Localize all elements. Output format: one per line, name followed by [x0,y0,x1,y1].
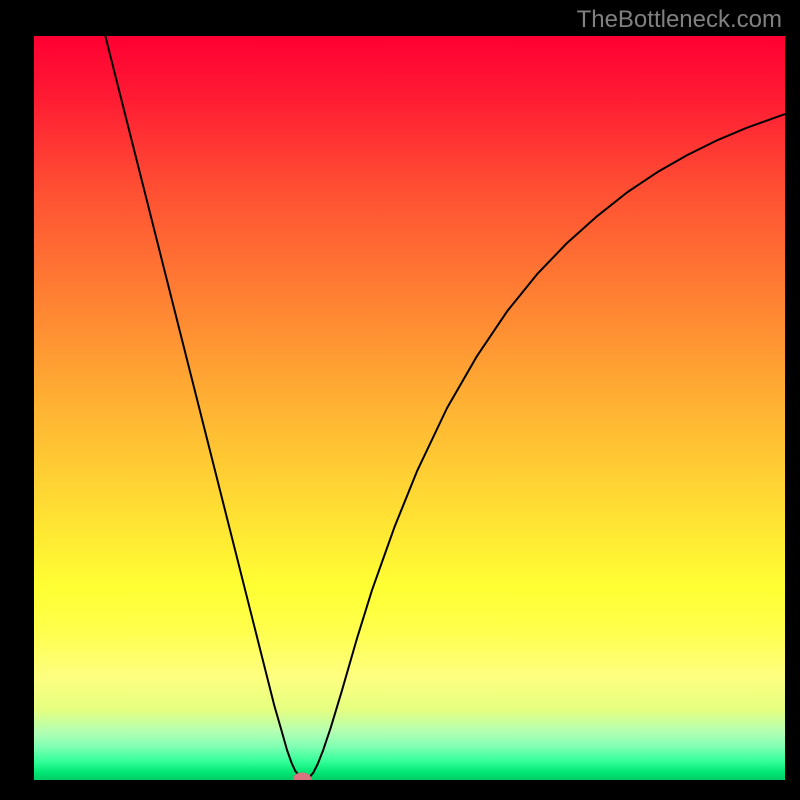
gradient-background [34,36,785,780]
watermark-text: TheBottleneck.com [577,6,782,34]
plot-area [34,36,785,780]
plot-svg [34,36,785,780]
